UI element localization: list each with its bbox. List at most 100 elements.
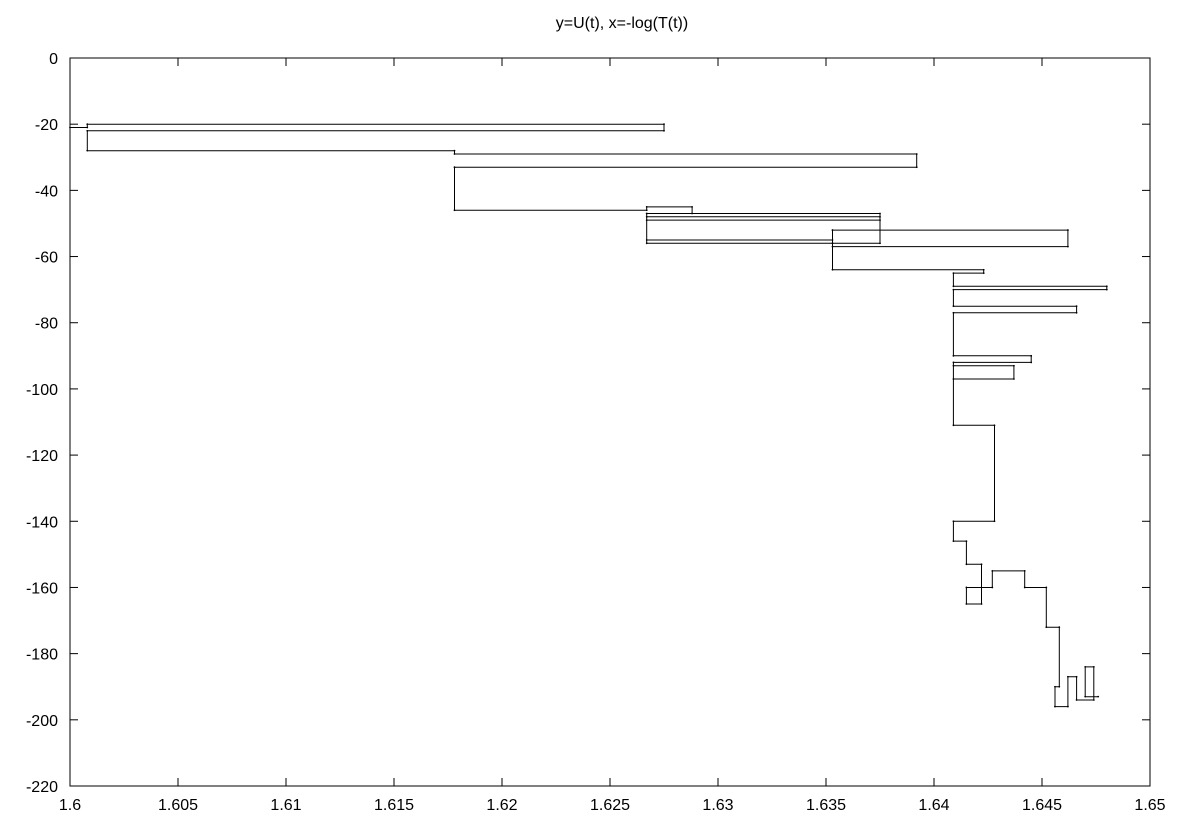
x-tick-label: 1.63 <box>702 797 733 814</box>
data-point <box>1045 626 1048 629</box>
data-point <box>1054 685 1056 688</box>
data-point <box>1067 675 1069 678</box>
y-tick-label: -160 <box>26 580 58 597</box>
data-point <box>1067 705 1069 708</box>
data-point <box>879 219 881 222</box>
data-point <box>879 242 881 245</box>
data-point <box>1084 665 1087 668</box>
y-tick-label: -180 <box>26 647 58 664</box>
data-point <box>952 378 955 380</box>
x-tick-label: 1.615 <box>374 797 414 814</box>
data-point <box>645 209 648 212</box>
data-point <box>965 603 968 605</box>
data-point <box>965 563 968 566</box>
data-point <box>691 212 693 215</box>
x-tick-label: 1.635 <box>806 797 846 814</box>
data-point <box>1075 305 1078 308</box>
x-tick-label: 1.645 <box>1022 797 1062 814</box>
data-point <box>645 206 648 208</box>
data-point <box>952 272 955 274</box>
data-point <box>952 540 955 543</box>
y-tick-label: -140 <box>26 514 58 531</box>
data-point <box>1105 288 1108 291</box>
data-point <box>1067 245 1069 248</box>
data-point <box>991 586 994 589</box>
data-point <box>879 215 881 218</box>
y-tick-label: -220 <box>26 779 58 796</box>
data-point <box>991 570 994 572</box>
data-point <box>879 212 881 215</box>
data-point <box>831 242 834 245</box>
data-point <box>453 153 456 155</box>
data-point <box>993 520 996 523</box>
data-point <box>691 206 693 208</box>
data-point <box>982 272 985 274</box>
data-point <box>1023 586 1026 589</box>
data-point <box>1097 695 1100 698</box>
data-point <box>952 520 955 523</box>
data-point <box>663 129 665 132</box>
data-point <box>1075 675 1078 678</box>
x-tick-label: 1.61 <box>270 797 301 814</box>
y-tick-label: -200 <box>26 713 58 730</box>
chart-title: y=U(t), x=-log(T(t)) <box>556 15 688 32</box>
data-point <box>86 129 89 132</box>
x-tick-label: 1.64 <box>918 797 949 814</box>
data-point <box>952 354 955 357</box>
y-tick-label: -60 <box>35 250 58 267</box>
x-axis-ticks: 1.6 1.605 1.61 1.615 1.62 1.625 1.63 1.635 1.64 1… <box>59 58 1166 814</box>
data-point <box>952 361 955 364</box>
data-point <box>831 268 834 271</box>
data-point <box>993 424 996 427</box>
x-tick-label: 1.6 <box>59 797 81 814</box>
y-tick-label: -20 <box>35 117 58 134</box>
data-point <box>86 126 89 129</box>
x-tick-label: 1.625 <box>590 797 630 814</box>
data-point <box>1030 361 1033 364</box>
data-point <box>1030 354 1033 357</box>
data-point <box>965 540 968 543</box>
data-point <box>1058 685 1061 688</box>
data-point <box>1013 378 1015 380</box>
data-point <box>952 288 955 291</box>
data-point <box>980 563 983 566</box>
y-tick-label: -100 <box>26 382 58 399</box>
data-point <box>69 126 71 129</box>
data-point <box>453 149 456 152</box>
data-point <box>952 311 955 314</box>
data-point <box>453 166 456 169</box>
data-point <box>1023 570 1026 572</box>
data-point <box>952 364 955 367</box>
data-point <box>645 215 648 218</box>
data-point <box>1075 311 1078 314</box>
data-point <box>915 153 918 155</box>
data-point <box>1105 285 1108 288</box>
data-point <box>1045 586 1048 589</box>
y-tick-label: -40 <box>35 183 58 200</box>
y-tick-label: 0 <box>49 51 58 68</box>
data-point <box>831 239 834 241</box>
data-point <box>645 239 648 241</box>
data-point <box>1084 695 1087 698</box>
data-point <box>1054 705 1056 708</box>
data-point <box>1013 364 1015 367</box>
series-line <box>70 123 1108 708</box>
data-point <box>831 229 834 231</box>
data-point <box>86 123 89 126</box>
data-point <box>1092 665 1095 668</box>
data-point <box>965 586 968 589</box>
y-axis-ticks: 0 -20 -40 -60 -80 -100 -120 -140 -160 -180 -200 -22… <box>26 51 1150 796</box>
x-tick-label: 1.62 <box>486 797 517 814</box>
y-tick-label: -80 <box>35 316 58 333</box>
data-point <box>952 424 955 427</box>
data-point <box>453 209 456 212</box>
y-tick-label: -120 <box>26 448 58 465</box>
x-tick-label: 1.605 <box>158 797 198 814</box>
data-point <box>952 285 955 288</box>
data-point <box>831 245 834 248</box>
series-layer <box>69 123 1108 708</box>
x-tick-label: 1.65 <box>1134 797 1165 814</box>
data-point <box>1075 699 1078 701</box>
data-point <box>952 305 955 308</box>
